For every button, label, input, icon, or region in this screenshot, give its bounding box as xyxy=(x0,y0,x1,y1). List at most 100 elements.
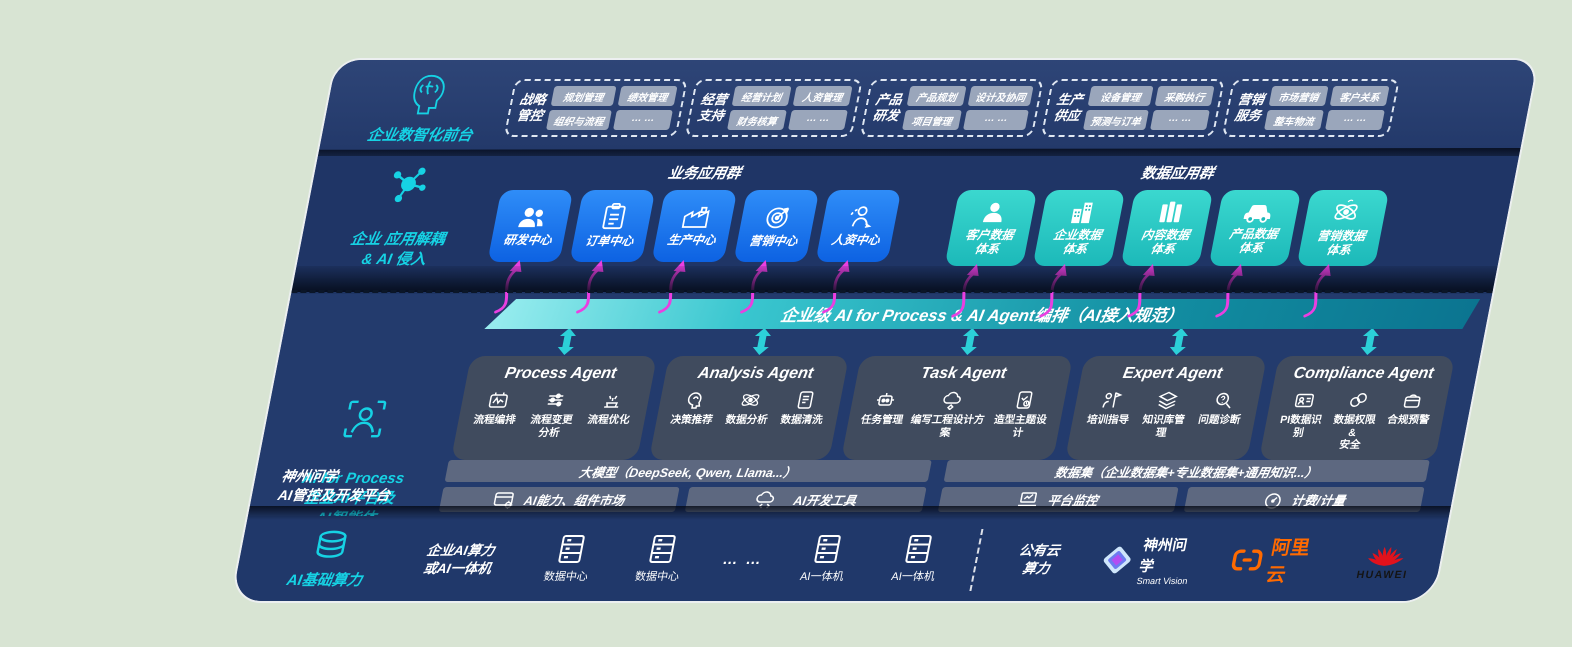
alert-box-icon xyxy=(1403,394,1421,408)
chip: 经营计划 xyxy=(731,86,792,106)
datacenter-node: 数据中心 xyxy=(617,535,704,584)
card-product-data: 产品数据 体系 xyxy=(1208,190,1302,318)
chip: 财务核算 xyxy=(727,110,787,130)
card-label: 营销中心 xyxy=(748,233,799,248)
card-label: 客户数据 体系 xyxy=(964,227,1016,256)
server-icon xyxy=(814,535,841,563)
dataset-bar: 数据集（企业数据集+专业数据集+通用知识...） xyxy=(943,460,1430,482)
spark-tray-icon xyxy=(604,395,619,408)
shenzhou-subtitle: Smart Vision xyxy=(1135,575,1189,586)
chip: 人资管理 xyxy=(792,86,853,106)
agent-title: Expert Agent xyxy=(1121,365,1224,382)
aliyun-bracket-icon xyxy=(1232,548,1263,571)
card-label: 人资中心 xyxy=(830,233,881,248)
layers-icon xyxy=(1158,391,1178,410)
front-layer-label: 企业数智化前台 xyxy=(365,126,475,144)
ellipsis-nodes: … … xyxy=(721,551,765,568)
car-icon xyxy=(1243,205,1271,223)
agent-item: 流程编排 xyxy=(467,390,526,427)
teal-double-arrow xyxy=(960,328,979,355)
robot-grid-icon xyxy=(877,393,895,406)
aliyun-title: 阿里云 xyxy=(1264,537,1312,586)
chip: 项目管理 xyxy=(902,110,962,130)
card-hr-center: 人资中心 xyxy=(815,190,902,314)
card-label: 企业数据 体系 xyxy=(1052,228,1103,256)
link-circles-icon xyxy=(1350,393,1367,407)
agent-item: 编写工程设计方案 xyxy=(907,390,991,439)
diamond-logo-icon xyxy=(1103,546,1131,573)
front-layer-rail: 企业数智化前台 xyxy=(348,72,502,145)
enterprise-compute-label: 企业AI算力 或AI一体机 xyxy=(422,542,496,576)
huawei-title: HUAWEI xyxy=(1355,569,1409,581)
chip: … … xyxy=(788,110,848,130)
analysis-agent-box: Analysis Agent 决策推荐 数据分析 数据清洗 xyxy=(648,328,850,460)
card-label: 营销数据 体系 xyxy=(1316,228,1367,257)
expert-agent-box: Expert Agent 培训指导 知识库管理 问题诊断 xyxy=(1064,328,1268,460)
agent-item: 数据分析 xyxy=(720,390,777,427)
data-app-group: 数据应用群 客户数据 体系 企业数据 体系 xyxy=(942,162,1395,318)
agent-title: Analysis Agent xyxy=(696,365,815,382)
people-icon xyxy=(518,207,544,227)
brain-icon xyxy=(413,74,445,114)
compliance-agent-box: Compliance Agent PI数据识别 数据权限 & 安全 合规预 xyxy=(1258,328,1456,460)
chip: 规划管理 xyxy=(550,86,617,106)
card-marketing-data: 营销数据 体系 xyxy=(1296,190,1390,318)
front-group-operation: 经营 支持 经营计划 人资管理 财务核算 … … xyxy=(684,79,863,137)
shenzhou-title: 神州问学 xyxy=(1137,537,1189,575)
front-group-strategy: 战略 管控 规划管理 绩效管理 组织与流程 … … xyxy=(503,79,688,137)
chip: … … xyxy=(1150,110,1210,130)
teal-double-arrow xyxy=(752,328,771,355)
chip: 组织与流程 xyxy=(546,110,612,130)
infra-rail: AI基础算力 xyxy=(264,529,394,590)
molecule-icon xyxy=(393,167,426,202)
card-customer-data: 客户数据 体系 xyxy=(944,190,1038,318)
chip: 绩效管理 xyxy=(617,86,678,106)
factory-icon xyxy=(681,206,710,228)
app-layer-rail: 企业 应用解耦 & AI 侵入 xyxy=(318,143,487,290)
card-rnd-center: 研发中心 xyxy=(487,190,574,314)
agent-item: PI数据识别 xyxy=(1273,390,1331,439)
ai-appliance-node: AI一体机 xyxy=(873,535,960,584)
teach-icon xyxy=(1102,392,1123,408)
doc-data-icon xyxy=(797,391,814,409)
building-icon xyxy=(1070,202,1093,224)
ai-layer: 企业级 AI for Process & AI Agent编排（AI接入规范） … xyxy=(247,294,1493,527)
agent-title: Process Agent xyxy=(503,365,619,382)
agent-item: 数据权限 & 安全 xyxy=(1324,390,1385,452)
card-label: 研发中心 xyxy=(502,232,554,247)
diagnose-icon xyxy=(1216,392,1231,409)
head-idea-icon xyxy=(687,392,702,409)
platform-label: 神州问学 AI管控及开发平台 xyxy=(276,468,392,503)
id-card-icon xyxy=(1295,393,1315,408)
chip: 客户关系 xyxy=(1329,86,1390,106)
agent-item: 培训指导 xyxy=(1081,390,1139,427)
teal-double-arrow xyxy=(1360,328,1379,355)
platform-monitor-cell: 平台监控 xyxy=(937,487,1179,512)
person-icon xyxy=(982,202,1002,222)
public-cloud-label: 公有云 算力 xyxy=(1017,542,1062,576)
teal-double-arrow xyxy=(557,328,576,355)
agent-title: Compliance Agent xyxy=(1292,365,1436,382)
card-label: 订单中心 xyxy=(584,234,635,249)
box-wave-icon xyxy=(488,392,508,408)
server-icon xyxy=(649,535,676,563)
front-group-supply: 生产 供应 设备管理 采购执行 预测与订单 … … xyxy=(1040,79,1225,137)
agent-item: 合规预警 xyxy=(1383,390,1439,427)
agent-item: 流程变更分析 xyxy=(522,390,584,439)
model-group: 大模型（DeepSeek, Qwen, Llama...） AI能力、组件市场 … xyxy=(438,460,932,512)
card-label: 内容数据 体系 xyxy=(1140,228,1191,256)
chip: 市场营销 xyxy=(1268,86,1329,106)
teal-double-arrow xyxy=(1169,328,1188,355)
atom-icon xyxy=(741,394,760,406)
server-icon xyxy=(905,535,932,563)
front-group-label: 战略 管控 xyxy=(515,91,548,123)
chip: … … xyxy=(1325,110,1385,130)
scan-person-icon xyxy=(343,400,387,438)
card-content-data: 内容数据 体系 xyxy=(1120,190,1214,318)
app-layer: 企业 应用解耦 & AI 侵入 业务应用群 研发中心 xyxy=(294,156,1519,318)
business-app-group: 业务应用群 研发中心 订单中心 xyxy=(484,162,907,314)
diagram-board: 企业数智化前台 战略 管控 规划管理 绩效管理 组织与流程 … … 经营 支持 … xyxy=(229,58,1540,603)
chip: 产品规划 xyxy=(906,86,967,106)
card-label: 生产中心 xyxy=(666,233,717,248)
